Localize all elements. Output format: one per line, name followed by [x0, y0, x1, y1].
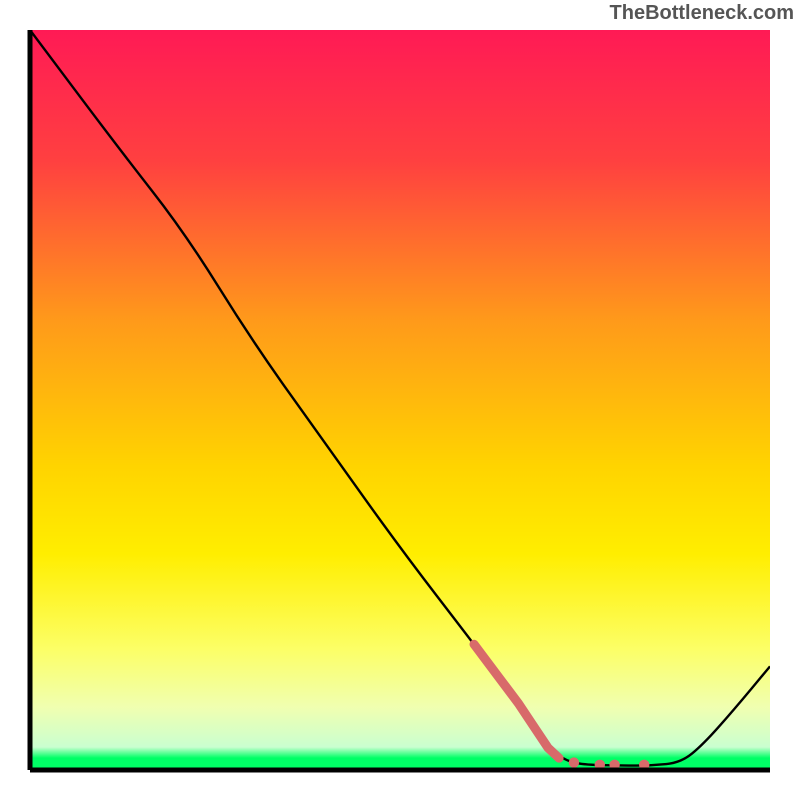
bottleneck-chart: [0, 0, 800, 800]
chart-background-gradient: [30, 30, 770, 758]
chart-container: TheBottleneck.com: [0, 0, 800, 800]
highlight-dot: [569, 757, 579, 767]
watermark-text: TheBottleneck.com: [610, 2, 794, 25]
